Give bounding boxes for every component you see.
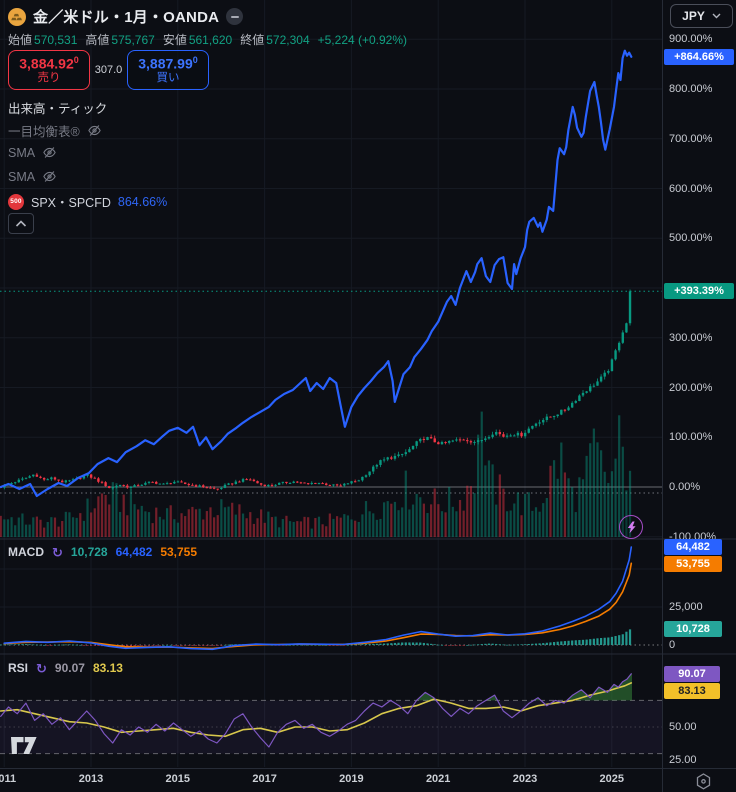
volume-series (0, 411, 632, 537)
ohlc-high: 高値 575,767 (85, 33, 155, 47)
price-axis-label: 900.00% (669, 33, 713, 46)
chart-canvas[interactable] (0, 0, 736, 768)
macd-line-value: 64,482 (115, 545, 153, 559)
time-axis-label: 2019 (339, 773, 364, 785)
chevron-up-icon (15, 219, 27, 227)
time-axis-label: 2021 (425, 773, 451, 785)
price-axis-label: 200.00% (669, 381, 713, 394)
tradingview-logo[interactable] (10, 736, 38, 755)
macd-signal-value: 53,755 (160, 545, 198, 559)
price-badge: 53,755 (664, 555, 722, 572)
gold-symbol-icon (8, 7, 26, 26)
gold-candlestick-series (0, 289, 632, 491)
price-badge: +393.39% (664, 283, 734, 300)
price-pane[interactable] (0, 49, 662, 537)
ohlc-close: 終値 572,304 (240, 33, 310, 47)
rsi-axis-label: 25.00 (669, 754, 697, 767)
time-axis[interactable]: 2011 2013 2015 2017 2019 2021 2023 2025 (0, 768, 736, 792)
symbol-title[interactable]: 金／米ドル・1月・OANDA (33, 9, 220, 26)
rsi-overbought-fill (0, 673, 632, 701)
time-axis-separator (0, 768, 736, 769)
time-axis-label: 2023 (512, 773, 538, 785)
price-axis-label: 500.00% (669, 232, 713, 245)
price-axis-label: 800.00% (669, 83, 713, 95)
time-axis-label: 2011 (0, 773, 17, 785)
rsi-pane[interactable] (0, 673, 662, 755)
price-axis-label: 100.00% (669, 431, 713, 444)
ohlc-row: 始値 570,531 高値 575,767 安値 561,620 終値 572,304 … (8, 31, 407, 48)
sma2-label: SMA (8, 169, 36, 184)
refresh-loop-icon: ↻ (36, 660, 47, 676)
legend-collapse-row (8, 213, 34, 234)
settings-hexagon-icon[interactable] (694, 772, 713, 791)
time-axis-label: 2017 (252, 773, 277, 785)
collapse-legend-button[interactable] (8, 213, 34, 234)
price-badge: 83.13 (664, 682, 720, 699)
chevron-down-icon (712, 13, 721, 19)
grid (0, 0, 662, 767)
sma1-indicator-row[interactable]: SMA (8, 145, 57, 160)
sell-button[interactable]: 3,884.920 売り (8, 50, 90, 90)
macd-label: MACD (8, 545, 44, 559)
ichimoku-indicator-row[interactable]: 一目均衡表® (8, 121, 102, 140)
currency-label: JPY (682, 9, 705, 23)
spread-value: 307.0 (94, 64, 123, 76)
price-axis-label: 700.00% (669, 132, 713, 145)
macd-legend[interactable]: MACD ↻ 10,728 64,482 53,755 (8, 545, 197, 559)
price-badge: 90.07 (664, 665, 720, 682)
price-axis-label: 0.00% (669, 481, 701, 493)
macd-pane[interactable] (0, 546, 662, 651)
trade-buttons-row: 3,884.920 売り 307.0 3,887.990 買い (8, 50, 209, 90)
refresh-loop-icon: ↻ (52, 544, 63, 560)
sp500-badge-icon: 500 (8, 193, 24, 210)
compare-symbol-name: SPX・SPCFD (31, 196, 111, 210)
hide-symbol-icon[interactable] (226, 8, 244, 25)
price-change: +5,224 (+0.92%) (317, 32, 408, 47)
compare-symbol-value: 864.66% (117, 194, 168, 209)
lightning-icon (627, 521, 636, 533)
symbol-row: 金／米ドル・1月・OANDA (8, 6, 244, 27)
price-badge: 10,728 (664, 620, 722, 637)
eye-off-icon[interactable] (42, 145, 57, 160)
eye-off-icon[interactable] (87, 123, 102, 138)
rsi-ma-value: 83.13 (92, 661, 123, 675)
macd-hist-value: 10,728 (70, 545, 108, 559)
rsi-legend[interactable]: RSI ↻ 90.07 83.13 (8, 661, 123, 675)
ohlc-open: 始値 570,531 (8, 33, 78, 47)
rsi-axis-label: 50.00 (669, 721, 697, 733)
time-axis-label: 2025 (599, 773, 625, 785)
price-badge: +864.66% (664, 48, 734, 65)
price-axis-separator (662, 0, 663, 792)
sma1-label: SMA (8, 145, 36, 160)
volume-indicator-row[interactable]: 出来高・ティック (8, 98, 107, 117)
rsi-label: RSI (8, 661, 29, 675)
time-axis-label: 2013 (78, 773, 104, 785)
ichimoku-label: 一目均衡表® (8, 125, 80, 139)
compare-symbol-row[interactable]: 500 SPX・SPCFD 864.66% (8, 192, 167, 211)
ohlc-low: 安値 561,620 (162, 33, 233, 47)
rsi-value: 90.07 (54, 661, 85, 675)
volume-indicator-label: 出来高・ティック (8, 102, 108, 116)
currency-dropdown[interactable]: JPY (670, 4, 733, 28)
sma2-indicator-row[interactable]: SMA (8, 169, 57, 184)
eye-off-icon[interactable] (42, 169, 57, 184)
instant-trading-button[interactable] (619, 515, 643, 539)
price-axis-label: 600.00% (669, 182, 713, 195)
macd-axis-label: 0 (669, 639, 676, 651)
buy-button[interactable]: 3,887.990 買い (127, 50, 209, 90)
price-axis[interactable]: 900.00% 800.00% 700.00% 600.00% 500.00% 300.0… (662, 0, 736, 768)
price-axis-label: 300.00% (669, 331, 713, 344)
price-badge: 64,482 (664, 538, 722, 555)
macd-axis-label: 25,000 (669, 601, 703, 613)
spx-line-series (0, 49, 633, 498)
time-axis-label: 2015 (165, 773, 191, 785)
